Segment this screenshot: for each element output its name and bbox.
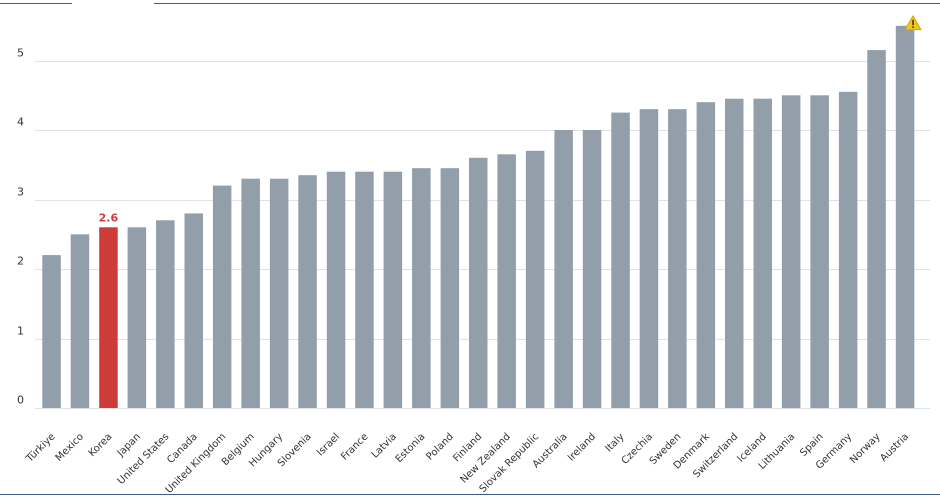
x-label-turkiye: Türkiye [24, 431, 58, 465]
bar-estonia[interactable] [412, 168, 431, 408]
bar-czechia[interactable] [639, 109, 659, 408]
warning-icon[interactable] [904, 15, 922, 31]
bar-italy[interactable] [611, 112, 630, 408]
bar-finland[interactable] [469, 157, 488, 408]
x-label-poland: Poland [425, 431, 456, 462]
bar-latvia[interactable] [383, 171, 403, 408]
x-label-norway: Norway [848, 431, 883, 466]
bar-slovenia[interactable] [298, 175, 317, 408]
bar-ireland[interactable] [582, 130, 602, 408]
y-tick-label: 1 [17, 325, 24, 338]
bar-australia[interactable] [554, 130, 573, 408]
x-label-korea: Korea [87, 431, 115, 459]
x-label-mexico: Mexico [54, 431, 86, 463]
bar-iceland[interactable] [753, 98, 773, 408]
bar-new-zealand[interactable] [497, 154, 516, 408]
bar-france[interactable] [355, 171, 374, 408]
y-tick-label: 5 [17, 47, 24, 60]
x-label-israel: Israel [315, 431, 342, 458]
bar-korea[interactable] [99, 227, 118, 408]
bar-spain[interactable] [810, 95, 829, 409]
x-label-france: France [339, 431, 370, 462]
bar-sweden[interactable] [668, 109, 687, 408]
x-label-ireland: Ireland [566, 431, 598, 463]
bar-belgium[interactable] [241, 178, 260, 408]
bar-mexico[interactable] [70, 234, 90, 409]
bar-switzerland[interactable] [725, 98, 744, 408]
bar-denmark[interactable] [696, 102, 716, 408]
bar-united-states[interactable] [156, 220, 175, 408]
bar-united-kingdom[interactable] [212, 185, 232, 408]
y-tick-label: 4 [17, 116, 24, 129]
x-label-austria: Austria [878, 431, 911, 464]
bar-slovak-republic[interactable] [525, 150, 545, 409]
x-label-united-states: United States [116, 431, 172, 487]
bar-japan[interactable] [127, 227, 147, 408]
x-label-new-zealand: New Zealand [459, 431, 513, 485]
bar-lithuania[interactable] [781, 95, 801, 409]
bars: 2.6 [42, 15, 922, 409]
y-tick-label: 0 [17, 394, 24, 407]
x-label-italy: Italy [603, 431, 626, 454]
y-tick-label: 3 [17, 186, 24, 199]
bar-germany[interactable] [838, 91, 858, 409]
active-tab-indicator [72, 0, 154, 4]
bar-poland[interactable] [440, 168, 460, 408]
bar-israel[interactable] [326, 171, 346, 408]
x-label-estonia: Estonia [394, 431, 428, 465]
bar-hungary[interactable] [269, 178, 289, 408]
bar-norway[interactable] [867, 50, 886, 408]
y-axis: 0 1 2 3 4 5 [17, 47, 24, 407]
bar-turkiye[interactable] [42, 255, 61, 408]
data-label-korea: 2.6 [99, 211, 119, 224]
bar-canada[interactable] [184, 213, 204, 408]
bar-austria[interactable] [895, 25, 915, 409]
y-tick-label: 2 [17, 255, 24, 268]
